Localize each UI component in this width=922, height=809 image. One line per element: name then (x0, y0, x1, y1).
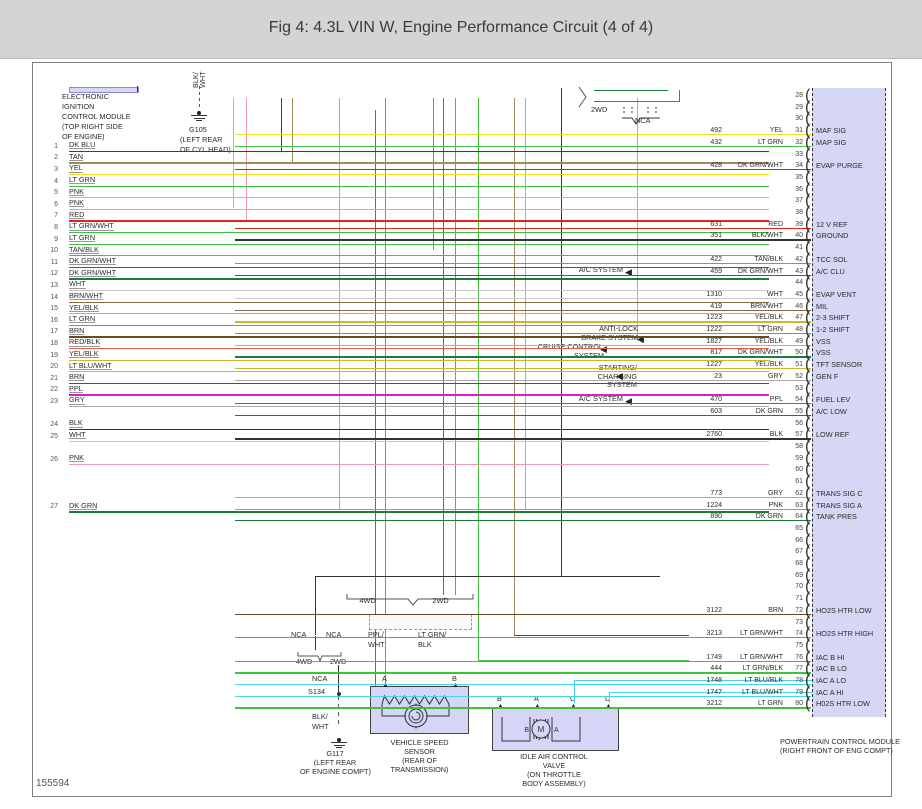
svg-text:M: M (538, 725, 545, 734)
svg-text:B: B (524, 727, 529, 734)
svg-text:A: A (554, 727, 559, 734)
